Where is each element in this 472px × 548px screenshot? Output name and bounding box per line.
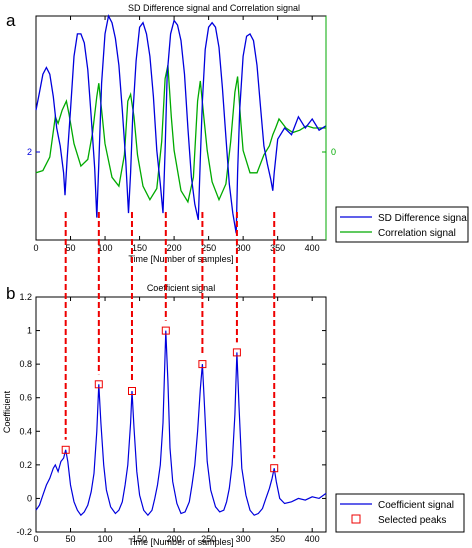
panel-a: a SD Difference signal and Correlation s… [6,3,469,264]
panel-b-y-tick-label: -0.2 [16,527,32,537]
panel-b-y-tick-label: 0 [27,493,32,503]
selected-peak-marker [232,348,241,357]
panel-b-x-axis-label: Time [Number of samples] [128,537,233,547]
panel-a-series-group [35,14,327,234]
panel-b-x-tick-label: 400 [305,534,320,544]
panel-a-legend: SD Difference signal Correlation signal [335,206,469,243]
legend-correlation-label: Correlation signal [378,228,456,239]
legend-sd-difference-label: SD Difference signal [378,213,469,224]
panel-b-legend-box [335,493,465,533]
panel-b-plot-area [35,296,327,533]
correlation-series-line [35,65,326,204]
panel-b-y-axis-label: Coefficient [2,390,12,433]
panel-a-x-tick-label: 250 [201,243,216,253]
legend-selected-peaks-marker [351,514,361,524]
panel-a-letter: a [6,11,16,30]
panel-a-x-tick-label: 150 [132,243,147,253]
panel-a-x-axis-label: Time [Number of samples] [128,254,233,264]
selected-peak-marker [198,360,207,369]
panel-b-y-tick-label: 0.2 [19,460,32,470]
panel-a-x-tick-label: 100 [98,243,113,253]
panel-b-y-tick-label: 0.4 [19,426,32,436]
panel-a-right-tick-label: 0 [331,147,336,157]
selected-peak-marker [128,387,136,395]
panel-a-legend-box [335,206,469,243]
selected-peak-marker [270,464,279,473]
coefficient-series-line [35,330,327,517]
peak-connector-lines [64,212,276,459]
legend-selected-peaks-label: Selected peaks [378,515,446,526]
panel-a-x-tick-label: 50 [66,243,76,253]
panel-a-left-tick-label: 2 [27,147,32,157]
panel-b-y-tick-label: 1.2 [19,292,32,302]
selected-peak-marker [94,380,103,389]
panel-b-x-tick-label: 0 [33,534,38,544]
panel-a-x-ticks: 0 50 100 150 200 250 300 350 400 [33,16,320,253]
panel-b-x-tick-label: 150 [132,534,147,544]
panel-b-series-group [35,326,327,517]
panel-a-x-tick-label: 350 [270,243,285,253]
panel-a-x-tick-label: 200 [167,243,182,253]
panel-b-y-tick-label: 0.6 [19,393,32,403]
panel-a-title: SD Difference signal and Correlation sig… [128,3,300,13]
panel-b-legend: Coefficient signal Selected peaks [335,493,465,533]
panel-a-x-tick-label: 400 [305,243,320,253]
legend-coefficient-label: Coefficient signal [378,500,454,511]
panel-b-x-tick-label: 50 [66,534,76,544]
panel-b-x-tick-label: 250 [201,534,216,544]
panel-b-title: Coefficient signal [147,283,215,293]
sd-difference-series-line [35,14,327,234]
selected-peak-marker [61,445,70,454]
panel-b-x-tick-label: 300 [236,534,251,544]
panel-b-y-tick-label: 0.8 [19,359,32,369]
panel-a-x-tick-label: 300 [236,243,251,253]
selected-peak-marker [161,326,170,335]
panel-b: b Coefficient signal 0 50 100 150 200 250 300 3… [2,283,465,547]
panel-b-y-ticks: -0.2 0 0.2 0.4 0.6 0.8 1 1.2 [16,292,326,537]
panel-b-x-tick-label: 350 [270,534,285,544]
panel-a-x-tick-label: 0 [33,243,38,253]
panel-a-plot-area [35,15,327,241]
panel-b-y-tick-label: 1 [27,326,32,336]
panel-b-x-tick-label: 200 [167,534,182,544]
panel-b-x-ticks: 0 50 100 150 200 250 300 350 400 [33,297,320,544]
panel-b-letter: b [6,284,15,303]
panel-b-x-tick-label: 100 [98,534,113,544]
